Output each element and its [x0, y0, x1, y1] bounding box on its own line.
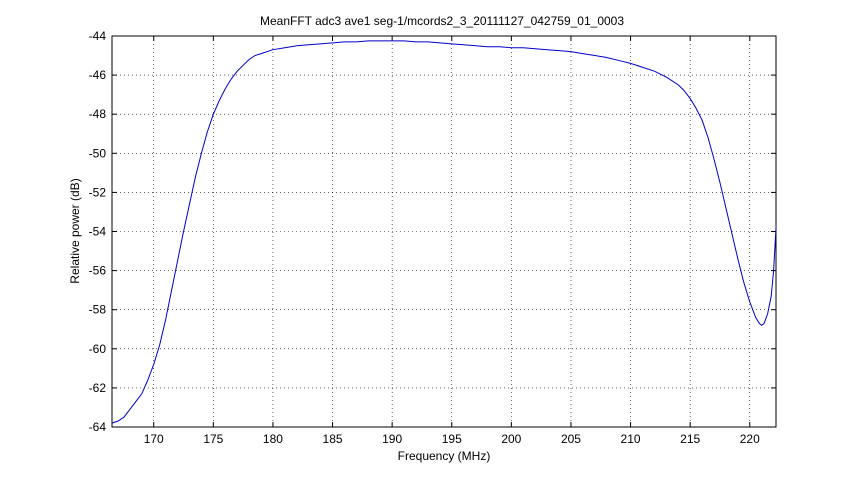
x-tick-label: 190	[382, 432, 402, 446]
y-tick-label: -54	[89, 225, 107, 239]
x-tick-label: 170	[144, 432, 164, 446]
axis-ticks: 170 175 180 185 190 195 200 205 210 215 220 -64 -62 -…	[89, 29, 776, 446]
grid-lines	[112, 35, 776, 428]
y-tick-label: -46	[89, 68, 107, 82]
y-tick-label: -48	[89, 107, 107, 121]
x-tick-label: 215	[680, 432, 700, 446]
x-tick-label: 200	[501, 432, 521, 446]
y-axis-label: Relative power (dB)	[68, 178, 82, 283]
y-tick-label: -64	[89, 420, 107, 434]
x-tick-label: 185	[323, 432, 343, 446]
x-tick-label: 205	[561, 432, 581, 446]
x-axis-label: Frequency (MHz)	[398, 449, 491, 463]
y-tick-label: -56	[89, 264, 107, 278]
x-tick-label: 220	[740, 432, 760, 446]
series-line	[111, 40, 777, 424]
y-tick-label: -62	[89, 381, 107, 395]
y-tick-label: -60	[89, 342, 107, 356]
y-tick-label: -50	[89, 146, 107, 160]
y-tick-label: -52	[89, 185, 107, 199]
chart-title: MeanFFT adc3 ave1 seg-1/mcords2_3_201111…	[260, 14, 624, 28]
x-tick-label: 195	[442, 432, 462, 446]
y-tick-label: -44	[89, 29, 107, 43]
x-tick-label: 175	[203, 432, 223, 446]
x-tick-label: 210	[621, 432, 641, 446]
x-tick-label: 180	[263, 432, 283, 446]
y-tick-label: -58	[89, 303, 107, 317]
